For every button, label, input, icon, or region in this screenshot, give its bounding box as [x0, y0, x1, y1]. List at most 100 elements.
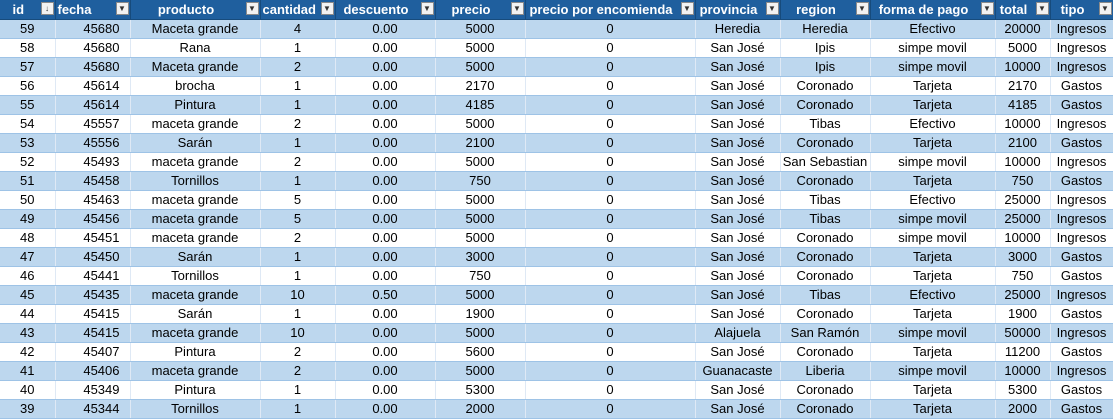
- cell-forma-de-pago[interactable]: Tarjeta: [870, 76, 996, 96]
- cell-tipo[interactable]: Ingresos: [1050, 19, 1113, 39]
- cell-provincia[interactable]: Guanacaste: [695, 361, 781, 381]
- table-row[interactable]: 41 45406 maceta grande 2 0.00 5000 0 Guanacaste…: [0, 361, 1113, 381]
- cell-producto[interactable]: Maceta grande: [130, 19, 261, 39]
- cell-fecha[interactable]: 45450: [55, 247, 131, 267]
- cell-descuento[interactable]: 0.00: [335, 133, 436, 153]
- cell-provincia[interactable]: San José: [695, 133, 781, 153]
- cell-fecha[interactable]: 45456: [55, 209, 131, 229]
- cell-forma-de-pago[interactable]: Tarjeta: [870, 266, 996, 286]
- cell-id[interactable]: 53: [0, 133, 56, 153]
- column-header-id[interactable]: id ↓: [0, 0, 56, 20]
- cell-provincia[interactable]: San José: [695, 209, 781, 229]
- cell-producto[interactable]: maceta grande: [130, 114, 261, 134]
- filter-dropdown-icon[interactable]: ▼: [320, 2, 334, 15]
- cell-forma-de-pago[interactable]: simpe movil: [870, 228, 996, 248]
- cell-precio-por-encomienda[interactable]: 0: [525, 285, 696, 305]
- cell-region[interactable]: Coronado: [780, 399, 871, 419]
- cell-producto[interactable]: maceta grande: [130, 323, 261, 343]
- cell-tipo[interactable]: Ingresos: [1050, 190, 1113, 210]
- cell-id[interactable]: 49: [0, 209, 56, 229]
- filter-dropdown-icon[interactable]: ▼: [855, 2, 869, 15]
- cell-region[interactable]: Coronado: [780, 342, 871, 362]
- cell-precio-por-encomienda[interactable]: 0: [525, 171, 696, 191]
- cell-total[interactable]: 25000: [995, 209, 1051, 229]
- cell-id[interactable]: 55: [0, 95, 56, 115]
- column-header-total[interactable]: total ▼: [995, 0, 1051, 20]
- filter-dropdown-icon[interactable]: ▼: [420, 2, 434, 15]
- cell-tipo[interactable]: Ingresos: [1050, 152, 1113, 172]
- table-row[interactable]: 59 45680 Maceta grande 4 0.00 5000 0 Heredia Her…: [0, 19, 1113, 39]
- column-header-provincia[interactable]: provincia ▼: [695, 0, 781, 20]
- cell-descuento[interactable]: 0.00: [335, 304, 436, 324]
- cell-forma-de-pago[interactable]: Efectivo: [870, 19, 996, 39]
- cell-tipo[interactable]: Ingresos: [1050, 323, 1113, 343]
- cell-tipo[interactable]: Gastos: [1050, 247, 1113, 267]
- cell-provincia[interactable]: San José: [695, 228, 781, 248]
- cell-total[interactable]: 10000: [995, 228, 1051, 248]
- cell-tipo[interactable]: Ingresos: [1050, 361, 1113, 381]
- cell-producto[interactable]: Pintura: [130, 380, 261, 400]
- cell-precio-por-encomienda[interactable]: 0: [525, 133, 696, 153]
- cell-cantidad[interactable]: 2: [260, 152, 336, 172]
- cell-fecha[interactable]: 45407: [55, 342, 131, 362]
- cell-fecha[interactable]: 45415: [55, 323, 131, 343]
- cell-total[interactable]: 2000: [995, 399, 1051, 419]
- cell-producto[interactable]: Pintura: [130, 95, 261, 115]
- cell-id[interactable]: 45: [0, 285, 56, 305]
- cell-producto[interactable]: maceta grande: [130, 285, 261, 305]
- cell-cantidad[interactable]: 1: [260, 266, 336, 286]
- cell-descuento[interactable]: 0.00: [335, 76, 436, 96]
- cell-producto[interactable]: Tornillos: [130, 266, 261, 286]
- cell-descuento[interactable]: 0.00: [335, 19, 436, 39]
- cell-fecha[interactable]: 45557: [55, 114, 131, 134]
- cell-id[interactable]: 48: [0, 228, 56, 248]
- cell-descuento[interactable]: 0.50: [335, 285, 436, 305]
- cell-tipo[interactable]: Ingresos: [1050, 114, 1113, 134]
- cell-descuento[interactable]: 0.00: [335, 342, 436, 362]
- cell-region[interactable]: Heredia: [780, 19, 871, 39]
- cell-tipo[interactable]: Gastos: [1050, 380, 1113, 400]
- cell-fecha[interactable]: 45680: [55, 38, 131, 58]
- cell-precio[interactable]: 5000: [435, 19, 526, 39]
- cell-precio-por-encomienda[interactable]: 0: [525, 342, 696, 362]
- cell-id[interactable]: 43: [0, 323, 56, 343]
- cell-descuento[interactable]: 0.00: [335, 57, 436, 77]
- cell-total[interactable]: 5000: [995, 38, 1051, 58]
- cell-precio[interactable]: 5000: [435, 57, 526, 77]
- cell-region[interactable]: Tibas: [780, 285, 871, 305]
- cell-provincia[interactable]: San José: [695, 247, 781, 267]
- cell-precio[interactable]: 5000: [435, 285, 526, 305]
- cell-region[interactable]: Ipis: [780, 38, 871, 58]
- cell-descuento[interactable]: 0.00: [335, 247, 436, 267]
- cell-descuento[interactable]: 0.00: [335, 323, 436, 343]
- cell-producto[interactable]: Tornillos: [130, 171, 261, 191]
- cell-producto[interactable]: Rana: [130, 38, 261, 58]
- table-row[interactable]: 53 45556 Sarán 1 0.00 2100 0 San José Coronado Ta…: [0, 133, 1113, 153]
- cell-fecha[interactable]: 45406: [55, 361, 131, 381]
- cell-fecha[interactable]: 45441: [55, 266, 131, 286]
- cell-precio[interactable]: 750: [435, 266, 526, 286]
- table-row[interactable]: 50 45463 maceta grande 5 0.00 5000 0 San José Ti…: [0, 190, 1113, 210]
- cell-total[interactable]: 2100: [995, 133, 1051, 153]
- cell-fecha[interactable]: 45349: [55, 380, 131, 400]
- cell-id[interactable]: 40: [0, 380, 56, 400]
- cell-descuento[interactable]: 0.00: [335, 399, 436, 419]
- cell-fecha[interactable]: 45680: [55, 19, 131, 39]
- cell-total[interactable]: 10000: [995, 152, 1051, 172]
- column-header-precio[interactable]: precio ▼: [435, 0, 526, 20]
- cell-descuento[interactable]: 0.00: [335, 152, 436, 172]
- cell-cantidad[interactable]: 10: [260, 323, 336, 343]
- cell-precio[interactable]: 2100: [435, 133, 526, 153]
- cell-precio-por-encomienda[interactable]: 0: [525, 209, 696, 229]
- cell-forma-de-pago[interactable]: Tarjeta: [870, 95, 996, 115]
- cell-descuento[interactable]: 0.00: [335, 95, 436, 115]
- table-row[interactable]: 45 45435 maceta grande 10 0.50 5000 0 San José T…: [0, 285, 1113, 305]
- cell-region[interactable]: Coronado: [780, 266, 871, 286]
- cell-precio[interactable]: 750: [435, 171, 526, 191]
- column-header-tipo[interactable]: tipo ▼: [1050, 0, 1113, 20]
- cell-fecha[interactable]: 45680: [55, 57, 131, 77]
- cell-id[interactable]: 54: [0, 114, 56, 134]
- cell-cantidad[interactable]: 1: [260, 247, 336, 267]
- filter-dropdown-icon[interactable]: ▼: [1035, 2, 1049, 15]
- cell-provincia[interactable]: San José: [695, 38, 781, 58]
